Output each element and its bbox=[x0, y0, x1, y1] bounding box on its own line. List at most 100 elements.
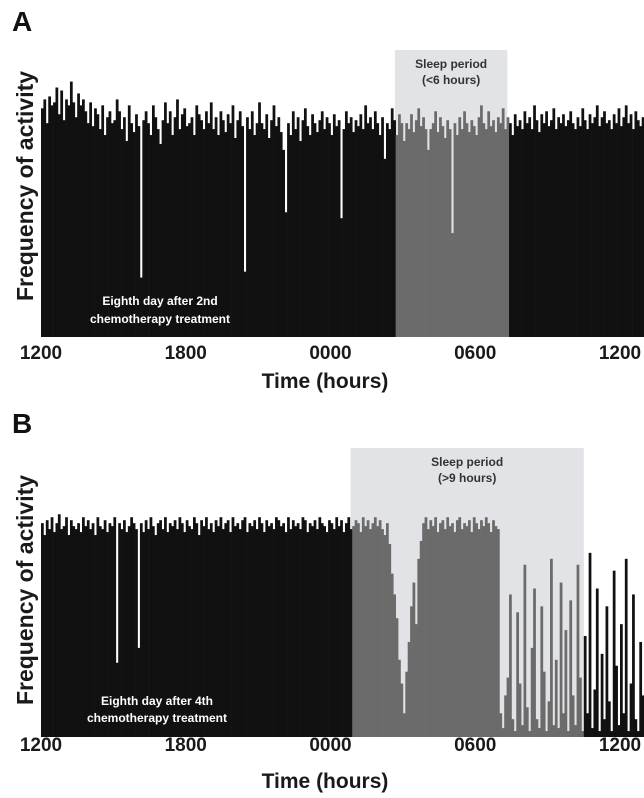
activity-bar bbox=[311, 114, 314, 337]
panel-b-x-tick-labels: 1200 1800 0000 0600 1200 bbox=[20, 735, 641, 756]
activity-bar bbox=[352, 132, 355, 337]
activity-bar bbox=[43, 99, 47, 338]
activity-bar bbox=[241, 520, 244, 737]
activity-bar bbox=[161, 529, 165, 737]
activity-bar bbox=[554, 129, 558, 337]
activity-bar bbox=[74, 529, 78, 737]
activity-bar bbox=[422, 523, 425, 737]
activity-bar bbox=[98, 526, 102, 737]
activity-bar bbox=[441, 126, 445, 337]
activity-bar bbox=[472, 517, 476, 737]
activity-bar bbox=[622, 117, 626, 337]
panel-a-annotation-line1: Eighth day after 2nd bbox=[102, 294, 217, 308]
activity-bar bbox=[67, 535, 71, 737]
activity-bar bbox=[137, 126, 141, 337]
activity-bar bbox=[316, 529, 319, 737]
activity-bar bbox=[106, 117, 109, 337]
activity-bar bbox=[352, 526, 355, 737]
activity-bar bbox=[501, 728, 505, 737]
activity-bar bbox=[200, 120, 203, 337]
activity-bar bbox=[65, 99, 68, 338]
activity-bar bbox=[564, 126, 568, 337]
activity-bar bbox=[344, 111, 348, 337]
activity-bar bbox=[330, 523, 334, 737]
activity-bar bbox=[569, 111, 573, 337]
activity-bar bbox=[537, 728, 541, 737]
activity-bar bbox=[629, 683, 633, 737]
activity-bar bbox=[197, 535, 201, 737]
activity-bar bbox=[86, 520, 90, 737]
activity-bar bbox=[427, 529, 430, 737]
activity-bar bbox=[533, 105, 536, 337]
activity-bar bbox=[246, 117, 249, 337]
activity-bar bbox=[195, 105, 199, 337]
activity-bar bbox=[224, 523, 228, 737]
activity-bar bbox=[171, 526, 175, 737]
activity-bar bbox=[385, 123, 389, 337]
activity-bar bbox=[458, 117, 462, 337]
activity-bar bbox=[342, 129, 346, 337]
activity-bar bbox=[615, 123, 618, 337]
activity-bar bbox=[325, 117, 329, 337]
activity-bar bbox=[595, 588, 599, 737]
activity-bar bbox=[238, 529, 242, 737]
activity-bar bbox=[173, 520, 177, 737]
activity-bar bbox=[328, 520, 331, 737]
activity-bar bbox=[357, 523, 360, 737]
activity-bar bbox=[429, 129, 433, 337]
panel-a-letter: A bbox=[12, 6, 32, 37]
activity-bar bbox=[414, 624, 418, 737]
activity-bar bbox=[496, 529, 500, 737]
x-tick-label: 1200 bbox=[20, 343, 62, 364]
activity-bar bbox=[183, 532, 187, 737]
activity-bar bbox=[641, 695, 644, 737]
activity-bar bbox=[593, 117, 597, 337]
activity-bar bbox=[617, 108, 621, 337]
activity-bar bbox=[94, 535, 97, 737]
activity-bar bbox=[294, 129, 298, 337]
activity-bar bbox=[489, 532, 493, 737]
activity-bar bbox=[207, 529, 211, 737]
activity-bar bbox=[414, 120, 418, 337]
panel-a-bars bbox=[41, 81, 644, 338]
activity-bar bbox=[598, 126, 602, 337]
activity-bar bbox=[349, 529, 353, 737]
activity-bar bbox=[451, 233, 454, 337]
activity-bar bbox=[299, 529, 302, 737]
activity-bar bbox=[552, 725, 556, 737]
activity-bar bbox=[296, 523, 300, 737]
activity-bar bbox=[506, 677, 510, 737]
activity-bar bbox=[62, 120, 66, 337]
activity-bar bbox=[120, 529, 124, 737]
activity-bar bbox=[540, 114, 544, 337]
x-tick-label: 1200 bbox=[599, 343, 641, 364]
activity-bar bbox=[511, 719, 515, 737]
activity-bar bbox=[55, 87, 59, 338]
activity-bar bbox=[65, 517, 68, 737]
activity-bar bbox=[354, 120, 358, 337]
activity-bar bbox=[41, 108, 44, 337]
activity-bar bbox=[188, 526, 191, 737]
activity-bar bbox=[318, 120, 322, 337]
panel-a-x-tick-labels: 1200 1800 0000 0600 1200 bbox=[20, 343, 641, 364]
activity-bar bbox=[176, 99, 179, 338]
activity-bar bbox=[504, 129, 507, 337]
activity-bar bbox=[164, 517, 167, 737]
activity-bar bbox=[509, 594, 512, 737]
activity-bar bbox=[453, 123, 457, 337]
activity-bar bbox=[607, 120, 611, 337]
activity-bar bbox=[395, 618, 399, 737]
activity-bar bbox=[282, 149, 286, 337]
activity-bar bbox=[557, 117, 561, 337]
activity-bar bbox=[197, 114, 201, 337]
activity-bar bbox=[303, 520, 307, 737]
activity-bar bbox=[607, 701, 611, 737]
activity-bar bbox=[550, 558, 553, 737]
activity-bar bbox=[559, 123, 563, 337]
activity-bar bbox=[410, 114, 413, 337]
activity-bar bbox=[132, 523, 136, 737]
activity-bar bbox=[562, 114, 565, 337]
activity-bar bbox=[74, 117, 78, 337]
activity-bar bbox=[468, 520, 471, 737]
activity-bar bbox=[349, 117, 353, 337]
